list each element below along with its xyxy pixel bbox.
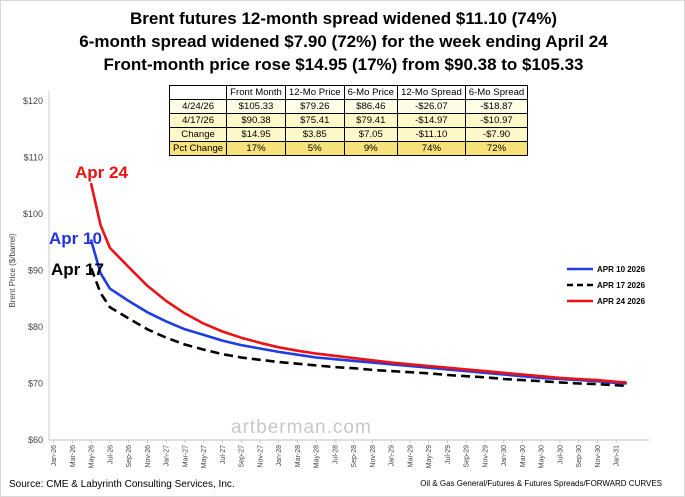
x-tick-label: Jan-27 [164, 445, 171, 467]
table-row: Pct Change 17% 5% 9% 74% 72% [168, 141, 529, 156]
table-cell: -$10.97 [464, 113, 529, 128]
watermark: artberman.com [231, 417, 372, 438]
x-tick-label: Mar-27 [182, 445, 189, 467]
legend-label: APR 17 2026 [597, 281, 646, 290]
x-tick-label: Jan-28 [276, 445, 283, 467]
x-tick-label: Sep-28 [351, 445, 358, 468]
annotation-apr17: Apr 17 [51, 260, 104, 279]
series-line-apr-10-2026 [89, 239, 627, 385]
table-cell: 4/24/26 [168, 99, 228, 114]
y-tick-label: $90 [28, 266, 43, 276]
x-tick-label: Jan-26 [51, 445, 58, 467]
y-tick-label: $110 [24, 153, 43, 163]
legend-label: APR 10 2026 [597, 265, 646, 274]
table-cell: -$26.07 [396, 99, 466, 114]
table-cell: 17% [226, 141, 286, 156]
table-cell: Change [168, 127, 228, 142]
legend-label: APR 24 2026 [597, 297, 646, 306]
table-cell: 74% [396, 141, 466, 156]
x-tick-label: Jul-28 [332, 445, 339, 464]
table-cell: 72% [464, 141, 529, 156]
table-cell: 9% [343, 141, 398, 156]
x-tick-label: Mar-28 [295, 445, 302, 467]
x-tick-label: Mar-30 [520, 445, 527, 467]
x-tick-label: May-30 [539, 445, 546, 468]
table-cell: -$14.97 [396, 113, 466, 128]
table-cell: $79.41 [343, 113, 398, 128]
y-axis-label: Brent Price ($/barrel) [8, 233, 17, 308]
x-tick-label: Sep-26 [126, 445, 133, 468]
table-cell: -$11.10 [396, 127, 466, 142]
table-header-cell: 12-Mo Spread [396, 85, 466, 100]
table-cell: $3.85 [284, 127, 345, 142]
y-tick-label: $60 [28, 435, 43, 445]
x-tick-label: May-28 [314, 445, 321, 468]
y-tick-label: $70 [28, 379, 43, 389]
table-header-cell: 12-Mo Price [284, 85, 345, 100]
x-tick-label: Nov-30 [595, 445, 602, 468]
x-tick-label: Nov-27 [257, 445, 264, 468]
table-cell: $75.41 [284, 113, 345, 128]
legend: APR 10 2026 APR 17 2026 APR 24 2026 [567, 265, 646, 306]
x-tick-label: Mar-29 [407, 445, 414, 467]
x-tick-label: Sep-27 [239, 445, 246, 468]
table-header-cell: Front Month [226, 85, 286, 100]
chart-title-line-2: 6-month spread widened $7.90 (72%) for t… [79, 32, 608, 51]
table-cell: 5% [284, 141, 345, 156]
table-header-cell: 6-Mo Price [343, 85, 398, 100]
table-cell: $105.33 [226, 99, 286, 114]
x-tick-label: Sep-30 [576, 445, 583, 468]
x-tick-label: Nov-28 [370, 445, 377, 468]
file-path-note: Oil & Gas General/Futures & Futures Spre… [420, 479, 662, 488]
table-header-row: Front Month 12-Mo Price 6-Mo Price 12-Mo Sp… [168, 85, 529, 100]
series-line-apr-17-2026 [89, 267, 626, 388]
x-tick-label: Jan-31 [614, 445, 621, 467]
table-cell: $86.46 [343, 99, 398, 114]
table-cell: $79.26 [284, 99, 345, 114]
x-tick-label: Jul-27 [220, 445, 227, 464]
table-cell: $90.38 [226, 113, 286, 128]
table-cell: -$7.90 [464, 127, 529, 142]
series-lines [89, 182, 627, 388]
chart-title-line-3: Front-month price rose $14.95 (17%) from… [103, 55, 584, 74]
table-row: 4/17/26 $90.38 $75.41 $79.41 -$14.97 -$10.97 [168, 113, 529, 128]
table-row: Change $14.95 $3.85 $7.05 -$11.10 -$7.90 [168, 127, 529, 142]
table-cell: $7.05 [343, 127, 398, 142]
table-header-cell [168, 85, 228, 100]
x-tick-label: May-27 [201, 445, 208, 468]
x-tick-label: Sep-29 [464, 445, 471, 468]
x-tick-label: May-29 [426, 445, 433, 468]
series-line-apr-24-2026 [89, 182, 627, 384]
table-row: 4/24/26 $105.33 $79.26 $86.46 -$26.07 -$18.87 [168, 99, 529, 114]
y-tick-label: $100 [23, 209, 43, 219]
table-cell: 4/17/26 [168, 113, 228, 128]
chart-title-line-1: Brent futures 12-month spread widened $1… [129, 9, 557, 28]
source-note: Source: CME & Labyrinth Consulting Servi… [9, 479, 235, 490]
axes: $60 $70 $80 $90 $100 $110 $120 Brent Price ($/b… [8, 91, 649, 468]
y-tick-label: $80 [28, 322, 43, 332]
annotation-apr10: Apr 10 [49, 229, 102, 248]
annotation-apr24: Apr 24 [75, 163, 128, 182]
table-cell: $14.95 [226, 127, 286, 142]
table-cell: -$18.87 [464, 99, 529, 114]
x-tick-label: Jan-29 [389, 445, 396, 467]
table-cell: Pct Change [168, 141, 228, 156]
x-tick-label: Jul-30 [557, 445, 564, 464]
x-tick-label: Jan-30 [501, 445, 508, 467]
x-tick-label: Nov-26 [145, 445, 152, 468]
x-tick-label: Mar-26 [70, 445, 77, 467]
x-tick-label: Nov-29 [482, 445, 489, 468]
spread-stats-table: Front Month 12-Mo Price 6-Mo Price 12-Mo Sp… [168, 85, 529, 156]
x-tick-label: Jul-29 [445, 445, 452, 464]
x-tick-label: Jul-26 [107, 445, 114, 464]
table-header-cell: 6-Mo Spread [464, 85, 529, 100]
x-tick-label: May-26 [89, 445, 96, 468]
y-tick-label: $120 [23, 96, 43, 106]
